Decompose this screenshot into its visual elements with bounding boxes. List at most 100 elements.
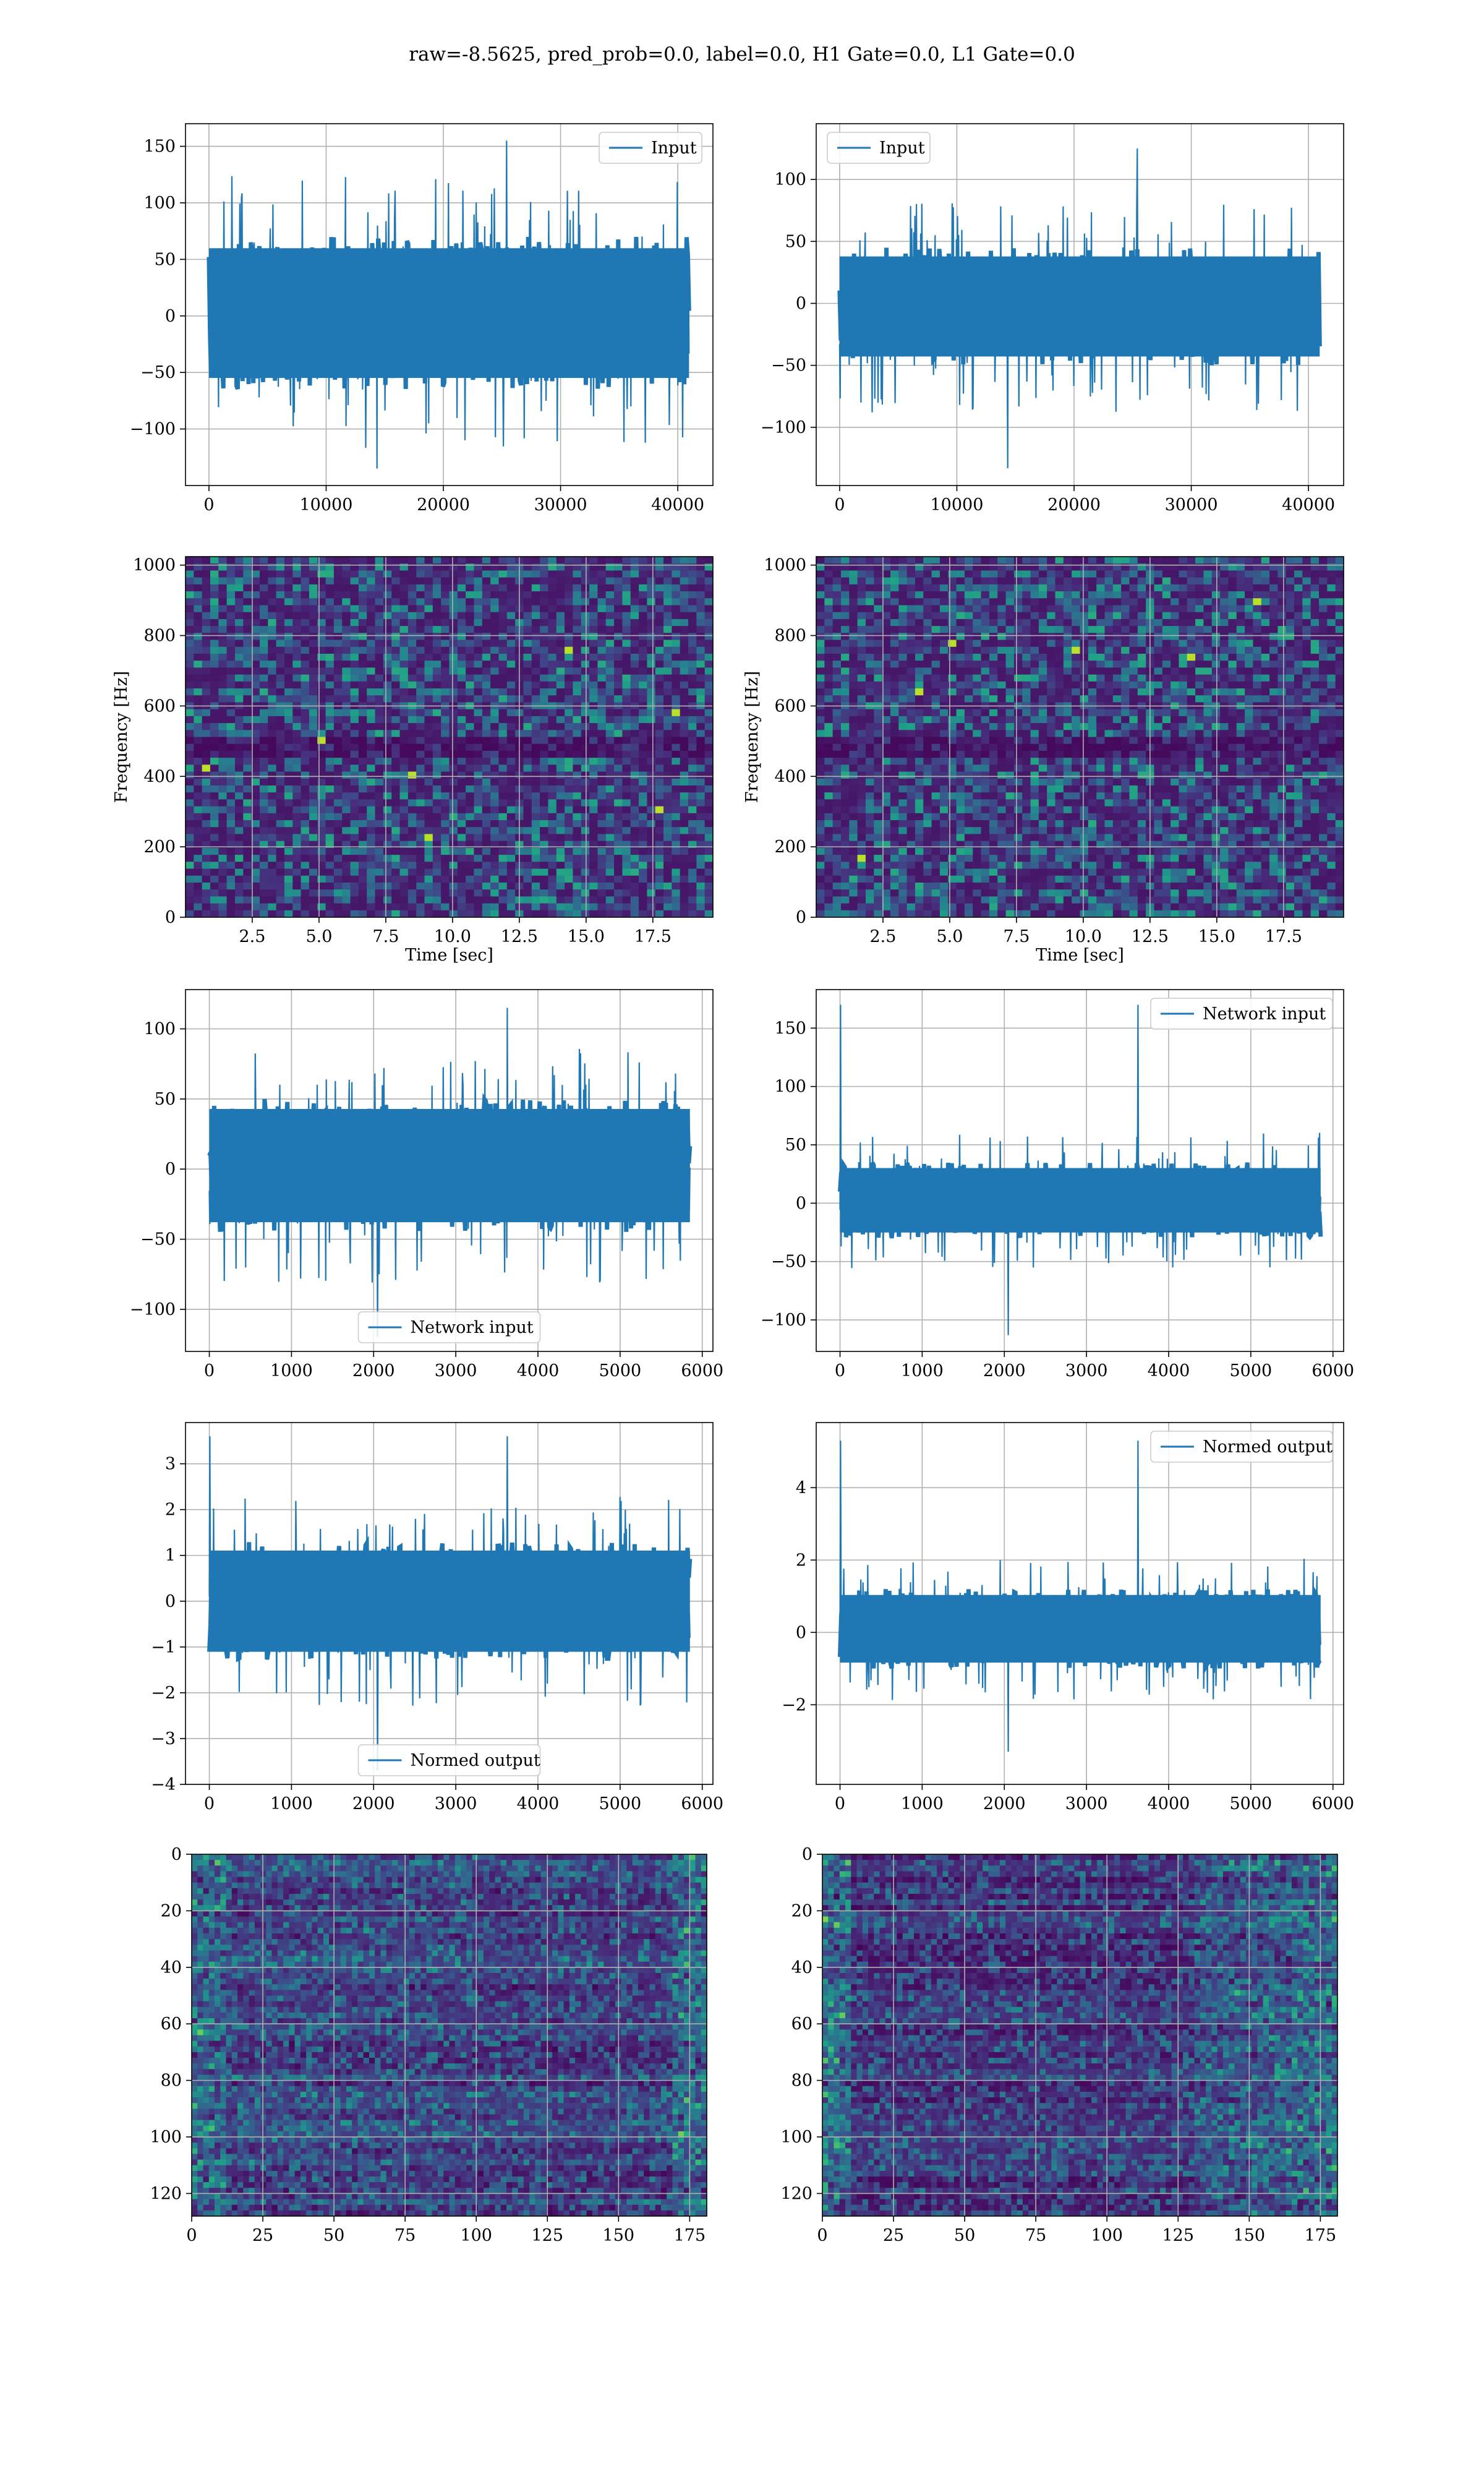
l1-input-frame (816, 123, 1344, 486)
l1-spectrogram-ytick-label-1: 200 (774, 837, 806, 857)
l1-normed-output-xtick-label-0: 0 (835, 1794, 845, 1813)
h1-network-input-ytick-label-0: 100 (143, 1019, 176, 1038)
l1-input-xtick-label-1: 10000 (931, 495, 984, 515)
h1-network-input-legend: Network input (357, 1311, 541, 1343)
l1-input-ytick-label-1: 50 (785, 232, 806, 251)
l1-features-xtick-label-4: 100 (1091, 2226, 1123, 2245)
l1-network-input-xtick-label-4: 4000 (1148, 1361, 1190, 1380)
l1-spectrogram-xtick-label-3: 10.0 (1065, 927, 1102, 946)
h1-features-ytick-label-4: 80 (161, 2071, 182, 2091)
l1-features-ytick-label-4: 80 (791, 2071, 812, 2091)
l1-network-input-legend-label: Network input (1203, 1004, 1326, 1024)
h1-normed-output-ytick-label-2: 1 (165, 1546, 176, 1565)
l1-input-trace-core (839, 256, 1320, 357)
h1-input-ytick-label-3: 0 (165, 307, 176, 326)
h1-features-xtick-label-2: 50 (323, 2226, 344, 2245)
h1-spectrogram-ytick-label-5: 1000 (133, 556, 176, 575)
l1-features-ytick-label-6: 120 (780, 2184, 812, 2203)
h1-normed-output-xtick-label-2: 2000 (352, 1794, 395, 1813)
h1-spectrogram-ylabel: Frequency [Hz] (112, 671, 131, 803)
h1-normed-output-xtick-label-3: 3000 (435, 1794, 477, 1813)
h1-features-xtick-label-3: 75 (394, 2226, 416, 2245)
l1-network-input-ytick-label-4: −50 (771, 1252, 806, 1272)
l1-network-input-xtick-label-1: 1000 (901, 1361, 944, 1380)
h1-features-axes: 0 25 50 75 100 125 150 175 0 20 40 60 80 100 120 (150, 1845, 707, 2245)
l1-spectrogram-xtick-label-4: 12.5 (1132, 927, 1169, 946)
h1-normed-output-xtick-label-1: 1000 (270, 1794, 313, 1813)
h1-network-input-xtick-label-4: 4000 (517, 1361, 560, 1380)
l1-features-frame (822, 1854, 1338, 2217)
h1-spectrogram-ytick-label-2: 400 (143, 767, 176, 786)
l1-features-ytick-label-1: 20 (791, 1901, 812, 1920)
l1-spectrogram-xlabel: Time [sec] (1036, 946, 1124, 965)
h1-normed-output-ytick-label-1: 2 (165, 1500, 176, 1520)
h1-input-ytick-label-5: −100 (130, 420, 176, 439)
h1-spectrogram-xtick-label-4: 12.5 (501, 927, 538, 946)
h1-features-ytick-label-6: 120 (150, 2184, 182, 2203)
h1-normed-output-ytick-label-3: 0 (165, 1592, 176, 1611)
l1-input-ytick-label-4: −100 (761, 418, 806, 437)
l1-input-legend-label: Input (879, 139, 925, 158)
h1-spectrogram-xtick-label-5: 15.0 (568, 927, 605, 946)
l1-network-input-frame (816, 989, 1344, 1352)
l1-spectrogram-frame (816, 556, 1344, 918)
h1-input-ytick-label-4: −50 (140, 363, 176, 382)
h1-spectrogram-xtick-label-1: 5.0 (305, 927, 332, 946)
l1-input-xtick-label-2: 20000 (1047, 495, 1101, 515)
l1-normed-output-legend: Normed output (1150, 1431, 1333, 1463)
l1-spectrogram-ytick-label-2: 400 (774, 767, 806, 786)
h1-normed-output-ytick-label-7: −4 (151, 1775, 176, 1794)
h1-network-input-xtick-label-1: 1000 (270, 1361, 313, 1380)
h1-normed-output-xtick-label-6: 6000 (681, 1794, 723, 1813)
h1-spectrogram-frame (185, 556, 714, 918)
l1-features-xtick-label-6: 150 (1234, 2226, 1266, 2245)
l1-network-input-axes: 0 1000 2000 3000 4000 5000 6000 150 100 50 0 −50 −10… (761, 989, 1354, 1380)
h1-normed-output-ytick-label-4: −1 (151, 1638, 176, 1657)
h1-network-input-xtick-label-0: 0 (204, 1361, 215, 1380)
h1-normed-output-xtick-label-4: 4000 (517, 1794, 560, 1813)
l1-features-ytick-label-0: 0 (802, 1845, 812, 1864)
l1-network-input-xtick-label-6: 6000 (1311, 1361, 1354, 1380)
l1-spectrogram-ytick-label-5: 1000 (764, 556, 806, 575)
l1-network-input-trace-core (840, 1168, 1321, 1233)
h1-features-xtick-label-7: 175 (674, 2226, 706, 2245)
h1-spectrogram-axes: 2.5 5.0 7.5 10.0 12.5 15.0 17.5 0 200 400 600 800 10… (112, 556, 714, 965)
h1-input-xtick-label-0: 0 (203, 495, 214, 515)
h1-spectrogram-ytick-label-0: 0 (165, 908, 176, 927)
l1-normed-output-ytick-label-2: 0 (796, 1623, 806, 1642)
l1-network-input-legend: Network input (1150, 998, 1333, 1030)
l1-network-input-ytick-label-5: −100 (761, 1311, 806, 1330)
h1-features-frame (191, 1854, 707, 2217)
h1-network-input-ytick-label-1: 50 (155, 1090, 176, 1109)
l1-input-legend: Input (827, 132, 931, 164)
h1-normed-output-xtick-label-0: 0 (204, 1794, 215, 1813)
l1-normed-output-xtick-label-3: 3000 (1065, 1794, 1108, 1813)
h1-input-legend-label: Input (651, 139, 697, 158)
h1-spectrogram-plot-area (186, 557, 713, 917)
h1-input-trace-core (208, 248, 689, 379)
h1-normed-output-ytick-label-6: −3 (151, 1729, 176, 1748)
h1-network-input-frame (185, 989, 714, 1352)
l1-normed-output-xtick-label-4: 4000 (1148, 1794, 1190, 1813)
h1-network-input-ytick-label-4: −100 (130, 1300, 176, 1319)
l1-spectrogram-xtick-label-0: 2.5 (869, 927, 896, 946)
l1-normed-output-trace-core (840, 1594, 1321, 1663)
figure-title: raw=-8.5625, pred_prob=0.0, label=0.0, H… (409, 43, 1075, 66)
l1-network-input-ytick-label-3: 0 (796, 1194, 806, 1213)
l1-normed-output-plot-area (816, 1423, 1344, 1784)
h1-input-xtick-label-4: 40000 (651, 495, 704, 515)
l1-features-plot-area (822, 1854, 1337, 2216)
h1-features-plot-area (192, 1854, 707, 2216)
l1-features-xtick-label-1: 25 (883, 2226, 904, 2245)
l1-spectrogram-xtick-label-5: 15.0 (1198, 927, 1235, 946)
h1-network-input-axes: 0 1000 2000 3000 4000 5000 6000 100 50 0 −50 −100 Ne… (130, 989, 723, 1380)
l1-normed-output-xtick-label-5: 5000 (1230, 1794, 1273, 1813)
l1-normed-output-xtick-label-1: 1000 (901, 1794, 944, 1813)
h1-spectrogram-xtick-label-3: 10.0 (434, 927, 471, 946)
h1-network-input-xtick-label-6: 6000 (681, 1361, 723, 1380)
h1-features-ytick-label-3: 60 (161, 2014, 182, 2034)
h1-input-ytick-label-0: 150 (143, 137, 176, 156)
l1-features-ytick-label-2: 40 (791, 1958, 812, 1977)
l1-features-axes: 0 25 50 75 100 125 150 175 0 20 40 60 80 100 120 (780, 1845, 1338, 2245)
l1-normed-output-legend-label: Normed output (1203, 1437, 1333, 1457)
